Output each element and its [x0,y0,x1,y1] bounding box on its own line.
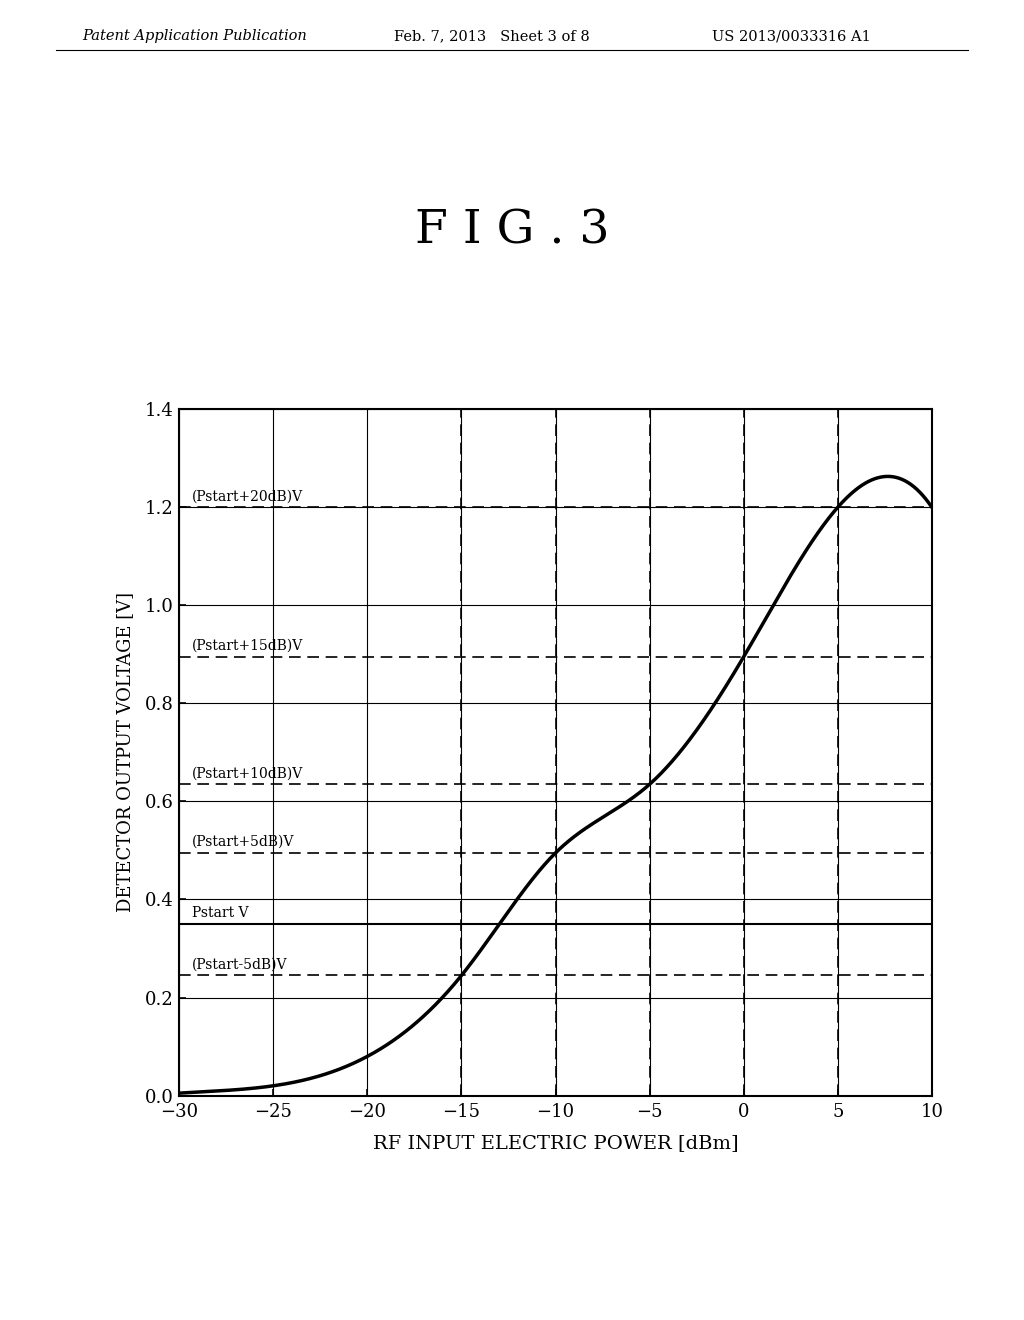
Text: Patent Application Publication: Patent Application Publication [82,29,306,44]
X-axis label: RF INPUT ELECTRIC POWER [dBm]: RF INPUT ELECTRIC POWER [dBm] [373,1134,738,1152]
Y-axis label: DETECTOR OUTPUT VOLTAGE [V]: DETECTOR OUTPUT VOLTAGE [V] [116,593,134,912]
Text: (Pstart-5dB)V: (Pstart-5dB)V [193,957,288,972]
Text: F I G . 3: F I G . 3 [415,209,609,253]
Text: Pstart V: Pstart V [193,906,249,920]
Text: Feb. 7, 2013   Sheet 3 of 8: Feb. 7, 2013 Sheet 3 of 8 [394,29,590,44]
Text: (Pstart+10dB)V: (Pstart+10dB)V [193,767,304,780]
Text: US 2013/0033316 A1: US 2013/0033316 A1 [712,29,870,44]
Text: (Pstart+20dB)V: (Pstart+20dB)V [193,490,303,503]
Text: (Pstart+15dB)V: (Pstart+15dB)V [193,639,304,653]
Text: (Pstart+5dB)V: (Pstart+5dB)V [193,836,295,849]
